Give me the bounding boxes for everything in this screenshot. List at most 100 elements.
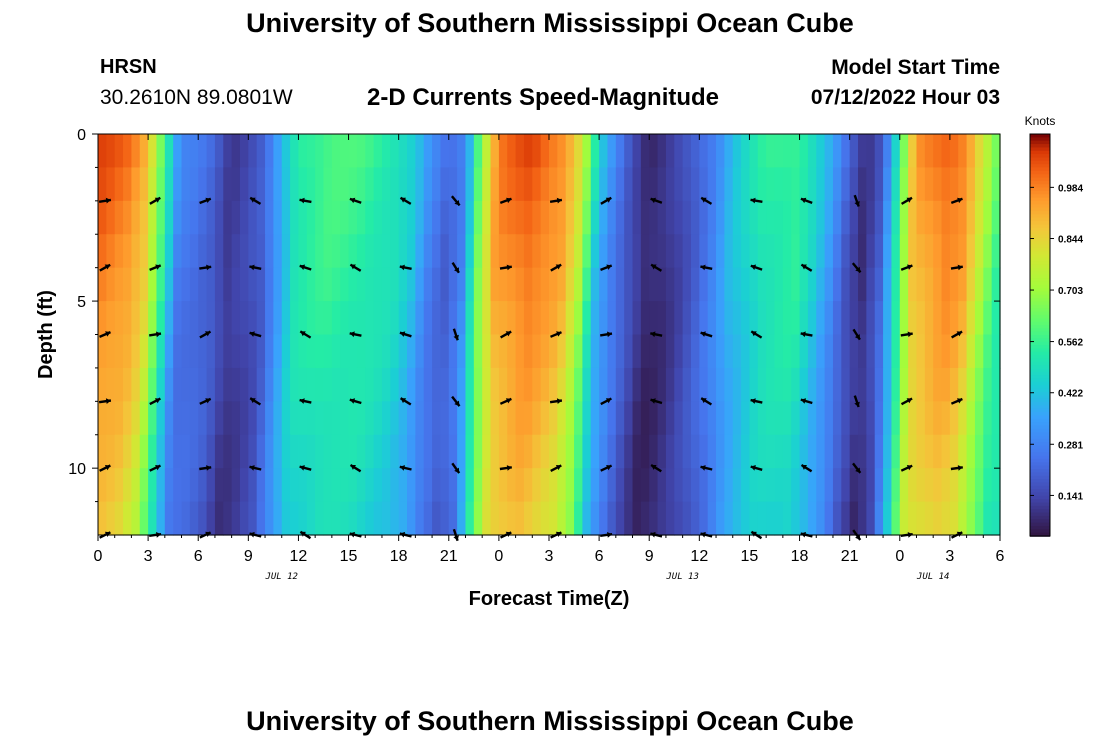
- heatmap-cell: [440, 134, 450, 169]
- heatmap-cell: [223, 501, 233, 536]
- heatmap-cell: [407, 167, 416, 202]
- heatmap-cell: [223, 401, 233, 436]
- colorbar-segment: [1030, 475, 1050, 480]
- heatmap-cell: [298, 501, 308, 536]
- heatmap-cell: [924, 334, 934, 369]
- heatmap-cell: [440, 401, 450, 436]
- heatmap-cell: [941, 267, 951, 302]
- heatmap-cell: [365, 501, 375, 536]
- heatmap-cell: [482, 134, 492, 169]
- heatmap-cell: [331, 468, 341, 503]
- heatmap-cell: [741, 301, 751, 336]
- heatmap-cell: [106, 234, 116, 269]
- heatmap-cell: [590, 367, 600, 402]
- station-coordinates: 30.2610N 89.0801W: [100, 86, 293, 109]
- colorbar-segment: [1030, 462, 1050, 467]
- heatmap-cell: [966, 334, 976, 369]
- heatmap-cell: [766, 501, 776, 536]
- heatmap-cell: [799, 401, 809, 436]
- heatmap-cell: [707, 468, 717, 503]
- heatmap-cell: [189, 367, 199, 402]
- heatmap-cell: [298, 234, 308, 269]
- heatmap-cell: [933, 501, 943, 536]
- heatmap-cell: [615, 367, 625, 402]
- colorbar-tick-label: 0.984: [1058, 183, 1083, 194]
- heatmap-cell: [173, 134, 183, 169]
- heatmap-cell: [665, 267, 675, 302]
- heatmap-cell: [206, 267, 216, 302]
- heatmap-cell: [690, 468, 700, 503]
- heatmap-cell: [991, 367, 1001, 402]
- heatmap-cell: [490, 267, 500, 302]
- heatmap-cell: [916, 434, 926, 469]
- heatmap-cell: [649, 134, 659, 169]
- heatmap-cell: [473, 167, 483, 202]
- heatmap-cell: [732, 200, 742, 235]
- heatmap-cell: [239, 401, 249, 436]
- current-arrow: [199, 465, 212, 471]
- colorbar-segment: [1030, 244, 1050, 249]
- heatmap-cell: [415, 200, 425, 235]
- heatmap-cell: [98, 501, 107, 536]
- heatmap-cell: [899, 301, 909, 336]
- heatmap-cell: [415, 434, 425, 469]
- colorbar-tick-label: 0.562: [1058, 338, 1083, 349]
- heatmap-cell: [574, 301, 584, 336]
- heatmap-cell: [440, 200, 450, 235]
- heatmap-cell: [106, 167, 116, 202]
- heatmap-cell: [290, 200, 300, 235]
- heatmap-cell: [507, 367, 517, 402]
- heatmap-cell: [682, 468, 692, 503]
- current-arrow: [249, 331, 262, 338]
- heatmap-cell: [315, 468, 325, 503]
- heatmap-cell: [974, 301, 984, 336]
- heatmap-cell: [248, 200, 258, 235]
- heatmap-cell: [523, 200, 533, 235]
- heatmap-cell: [448, 234, 458, 269]
- heatmap-cell: [473, 367, 483, 402]
- heatmap-cell: [273, 401, 283, 436]
- heatmap-cell: [265, 367, 274, 402]
- heatmap-cell: [156, 434, 166, 469]
- heatmap-cell: [298, 334, 308, 369]
- heatmap-cell: [741, 434, 751, 469]
- heatmap-cell: [498, 234, 508, 269]
- colorbar-segment: [1030, 157, 1050, 162]
- heatmap-cell: [582, 501, 592, 536]
- heatmap-cell: [690, 267, 700, 302]
- heatmap-cell: [231, 501, 241, 536]
- heatmap-cell: [156, 468, 166, 503]
- heatmap-cell: [582, 134, 592, 169]
- current-arrow: [499, 197, 512, 205]
- heatmap-cell: [331, 367, 341, 402]
- heatmap-cell: [448, 334, 458, 369]
- colorbar-segment: [1030, 348, 1050, 353]
- heatmap-cell: [189, 267, 199, 302]
- heatmap-cell: [774, 468, 784, 503]
- heatmap-cell: [423, 434, 433, 469]
- colorbar-segment: [1030, 154, 1050, 159]
- current-arrow: [451, 395, 461, 407]
- heatmap-cell: [306, 301, 316, 336]
- heatmap-cell: [983, 434, 993, 469]
- heatmap-cell: [574, 134, 584, 169]
- heatmap-cell: [949, 468, 959, 503]
- model-start-value: 07/12/2022 Hour 03: [810, 86, 1000, 109]
- heatmap-cell: [716, 234, 725, 269]
- current-arrow: [399, 331, 412, 338]
- heatmap-cell: [515, 401, 525, 436]
- heatmap-cell: [173, 401, 183, 436]
- heatmap-cell: [214, 468, 224, 503]
- colorbar-segment: [1030, 472, 1050, 477]
- heatmap-cell: [407, 334, 416, 369]
- heatmap-cell: [699, 267, 709, 302]
- heatmap-cell: [724, 167, 734, 202]
- heatmap-cell: [791, 267, 801, 302]
- heatmap-cell: [231, 200, 241, 235]
- heatmap-cell: [974, 200, 984, 235]
- heatmap-cell: [465, 501, 475, 536]
- heatmap-cell: [331, 334, 341, 369]
- heatmap-cell: [782, 401, 792, 436]
- heatmap-cell: [498, 267, 508, 302]
- current-arrow: [99, 263, 111, 272]
